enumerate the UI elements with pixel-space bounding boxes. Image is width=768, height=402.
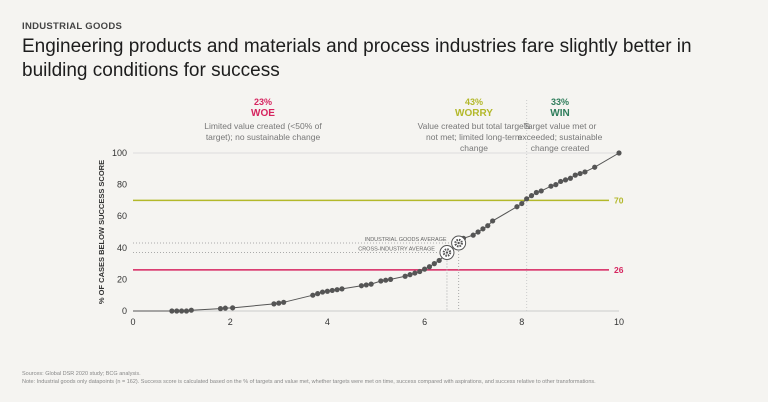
data-point	[387, 276, 394, 282]
data-point	[363, 282, 369, 288]
data-point	[533, 189, 539, 196]
data-point	[577, 170, 583, 177]
data-point	[402, 273, 408, 279]
data-point	[567, 175, 574, 181]
y-tick-label: 0	[122, 306, 127, 316]
y-tick-label: 60	[117, 211, 127, 221]
data-point	[276, 300, 282, 306]
data-point	[524, 196, 530, 202]
gear-icon	[442, 248, 452, 257]
x-tick-label: 8	[519, 317, 524, 327]
data-point	[310, 292, 316, 298]
footer-sources: Sources: Global DSR 2020 study; BCG anal…	[22, 371, 141, 377]
y-axis-label: % OF CASES BELOW SUCCESS SCORE	[97, 160, 106, 304]
zone-woe: 23% WOE Limited value created (<50% of t…	[203, 97, 323, 143]
data-point	[582, 169, 588, 175]
data-point	[548, 183, 554, 189]
threshold-label: 26	[614, 265, 624, 275]
zone-name: WIN	[550, 108, 570, 119]
data-point	[174, 308, 180, 314]
x-tick-label: 2	[228, 317, 233, 327]
data-point	[422, 266, 428, 272]
data-point	[334, 287, 340, 293]
gear-icon	[454, 238, 463, 248]
data-point	[514, 204, 520, 210]
data-point	[319, 289, 326, 295]
data-point	[417, 268, 423, 275]
data-point	[553, 182, 559, 188]
data-point	[315, 291, 321, 297]
data-point	[383, 277, 389, 283]
threshold-label: 70	[614, 195, 624, 205]
zone-name: WOE	[251, 108, 275, 119]
gear-icon-center	[445, 251, 449, 254]
x-tick-label: 10	[614, 317, 624, 327]
x-tick-label: 6	[422, 317, 427, 327]
kicker: INDUSTRIAL GOODS	[22, 21, 123, 32]
data-point	[179, 308, 185, 314]
data-point	[616, 150, 622, 156]
data-point	[426, 264, 433, 270]
data-point	[222, 305, 228, 311]
zone-pct: 43%	[464, 97, 483, 107]
data-point	[480, 226, 486, 232]
zone-desc: Value created but total targets not met;…	[417, 121, 531, 153]
data-point	[324, 288, 330, 294]
x-tick-label: 0	[130, 317, 135, 327]
data-point	[562, 177, 569, 183]
data-point	[358, 283, 365, 289]
y-tick-label: 100	[112, 148, 127, 158]
zone-name: WORRY	[455, 108, 493, 119]
data-point	[528, 193, 535, 199]
curve-line	[133, 152, 620, 312]
data-point	[519, 200, 525, 207]
chart-title: Engineering products and materials and p…	[22, 36, 692, 81]
data-point	[538, 188, 544, 194]
data-point	[558, 178, 564, 185]
data-point	[592, 164, 598, 170]
zone-worry: 43% WORRY Value created but total target…	[414, 97, 534, 154]
data-point	[230, 305, 236, 311]
data-point	[281, 299, 287, 305]
zone-desc: Target value met or exceeded; sustainabl…	[517, 121, 603, 153]
data-point	[329, 287, 335, 294]
data-point	[368, 281, 374, 287]
data-point	[339, 286, 345, 292]
y-tick-label: 80	[117, 180, 127, 190]
gear-icon-center	[457, 241, 460, 245]
data-point	[378, 278, 384, 284]
zone-win: 33% WIN Target value met or exceeded; su…	[515, 97, 605, 154]
y-tick-label: 20	[117, 274, 127, 284]
zone-desc: Limited value created (<50% of target); …	[204, 121, 322, 142]
data-point	[436, 257, 442, 264]
zone-pct: 23%	[253, 97, 272, 107]
data-point	[470, 232, 476, 238]
zone-pct: 33%	[550, 97, 569, 107]
data-point	[217, 306, 224, 312]
data-point	[490, 218, 496, 224]
x-tick-label: 4	[325, 317, 330, 327]
data-point	[183, 308, 190, 314]
data-point	[475, 229, 481, 235]
average-label: CROSS-INDUSTRY AVERAGE	[358, 247, 435, 253]
data-point	[412, 270, 418, 276]
footer-note: Note: Industrial goods only datapoints (…	[22, 379, 596, 385]
data-point	[188, 307, 194, 313]
data-point	[572, 172, 578, 178]
data-point	[407, 272, 413, 278]
data-point	[271, 301, 277, 307]
data-point	[169, 308, 175, 314]
average-label: INDUSTRIAL GOODS AVERAGE	[365, 237, 447, 243]
data-point	[431, 261, 437, 267]
y-tick-label: 40	[117, 243, 127, 253]
data-point	[485, 223, 491, 229]
